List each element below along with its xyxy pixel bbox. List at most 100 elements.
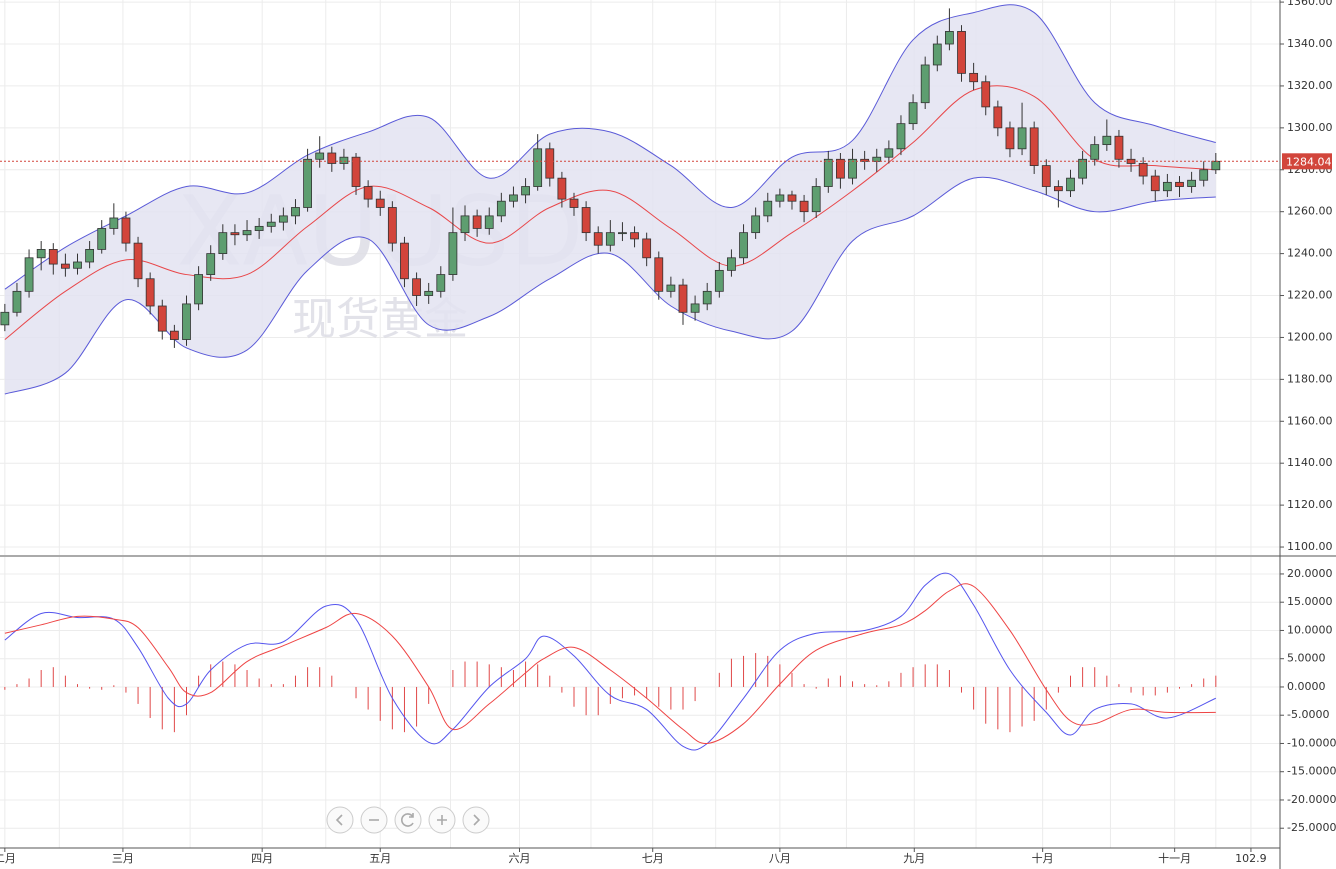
candle-body [714, 269, 724, 292]
candle-body [1126, 158, 1136, 164]
candle-body [278, 215, 288, 223]
x-tick-label: 102.9 [1235, 852, 1267, 865]
candle-body [327, 152, 337, 164]
candle-body [194, 274, 203, 305]
candle-body [436, 274, 446, 292]
candle-body [303, 158, 312, 208]
candle-body [375, 198, 385, 208]
candle-body [848, 158, 857, 179]
candle-body [1175, 181, 1184, 187]
candle-body [509, 194, 518, 202]
candle-body [254, 225, 264, 231]
y-tick-label: 5.0000 [1287, 652, 1326, 665]
candle-body [400, 242, 409, 280]
candle-body [678, 284, 688, 313]
candle-body [630, 232, 639, 240]
candle-body [1187, 179, 1196, 187]
candle-body [823, 158, 833, 187]
candle-body [315, 152, 325, 160]
candle-body [0, 311, 10, 326]
last-price-label: 1284.04 [1286, 155, 1332, 168]
candle-body [787, 194, 797, 202]
y-tick-label: 1300.00 [1287, 121, 1333, 134]
candle-body [1114, 135, 1124, 160]
y-tick-label: 1220.00 [1287, 289, 1333, 302]
candle-body [60, 263, 70, 269]
candle-body [1102, 135, 1112, 146]
plot-layer [0, 4, 1280, 751]
candle-body [387, 207, 397, 244]
candle-body [412, 278, 421, 296]
candle-body [799, 200, 809, 213]
candle-body [545, 148, 555, 179]
reset[interactable] [394, 806, 422, 834]
candle-body [206, 253, 216, 275]
candle-body [872, 156, 882, 162]
y-tick-label: 1360.00 [1287, 0, 1333, 8]
nav-right[interactable] [462, 806, 490, 834]
candle-body [48, 249, 58, 265]
candle-body [1041, 165, 1051, 187]
candle-body [242, 230, 252, 236]
candle-body [581, 207, 591, 234]
candle-body [85, 249, 95, 263]
y-tick-label: -15.0000 [1287, 765, 1336, 778]
candle-body [182, 303, 191, 340]
candle-body [12, 290, 22, 313]
candle-body [981, 81, 991, 108]
candle-body [339, 156, 349, 164]
nav-left[interactable] [326, 806, 354, 834]
candle-body [351, 156, 361, 187]
candle-body [884, 148, 894, 158]
candle-body [157, 305, 167, 332]
candle-body [932, 43, 942, 66]
candle-body [1162, 181, 1172, 192]
band-lower [4, 176, 1216, 395]
candle-body [521, 186, 530, 196]
candle-body [169, 330, 179, 340]
candle-body [230, 232, 240, 236]
icon [473, 814, 481, 826]
y-tick-label: 15.0000 [1287, 595, 1333, 608]
y-tick-label: 1260.00 [1287, 205, 1333, 218]
candle-body [1029, 127, 1039, 166]
candle-body [145, 278, 155, 307]
candle-body [484, 215, 494, 229]
icon [401, 813, 414, 827]
candle-body [908, 102, 918, 125]
candle-body [291, 207, 300, 217]
candle-body [920, 64, 930, 104]
y-tick-label: 20.0000 [1287, 567, 1333, 580]
candle-body [702, 290, 712, 305]
candle-body [97, 228, 107, 250]
candle-body [73, 261, 82, 269]
candle-body [448, 232, 458, 275]
candle-body [727, 257, 736, 271]
candle-body [690, 303, 700, 313]
macd-line [4, 572, 1217, 751]
x-tick-label: 九月 [903, 852, 925, 865]
x-tick-label: 七月 [642, 852, 664, 865]
y-tick-label: 10.0000 [1287, 623, 1333, 636]
y-tick-label: 0.0000 [1287, 680, 1326, 693]
candle-body [472, 215, 482, 229]
candle-body [133, 242, 143, 280]
x-tick-label: 四月 [251, 852, 273, 865]
candle-body [1005, 127, 1015, 150]
candle-body [642, 238, 652, 259]
candle-body [957, 31, 966, 74]
candle-body [654, 257, 664, 292]
candle-body [896, 123, 906, 150]
candle-body [424, 290, 434, 296]
candle-body [121, 217, 131, 244]
candle-body [775, 194, 785, 202]
candle-body [1017, 127, 1027, 150]
candle-body [1078, 158, 1088, 179]
candle-body [109, 217, 119, 229]
candle-body [993, 106, 1003, 129]
candle-body [1066, 177, 1075, 192]
band-middle [4, 85, 1216, 340]
x-tick-label: 十一月 [1158, 851, 1191, 865]
